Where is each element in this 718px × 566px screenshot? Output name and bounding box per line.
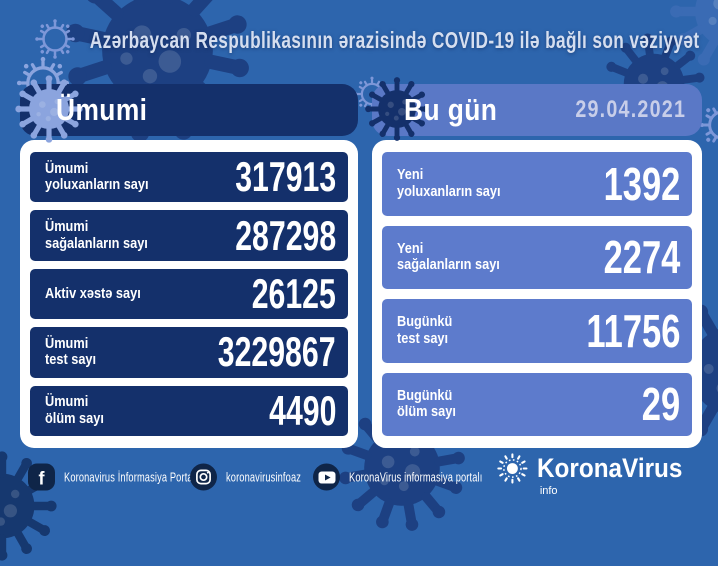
- stat-row-today-tests: Bugünkü test sayı 11756: [382, 299, 692, 363]
- koronavirus-sun-icon: [497, 453, 528, 484]
- stat-label-line2: yoluxanların sayı: [45, 177, 149, 194]
- stat-label-line1: Ümumi: [45, 160, 89, 177]
- stat-label-line2: ölüm sayı: [45, 410, 104, 427]
- stat-label-line2: test sayı: [45, 352, 97, 369]
- stat-label: Bugünkü test sayı: [397, 314, 452, 347]
- stat-label: Ümumi yoluxanların sayı: [45, 161, 149, 194]
- stat-label-line2: yoluxanların sayı: [397, 183, 501, 200]
- stat-label-line2: ölüm sayı: [397, 404, 456, 421]
- stat-row-total-recovered: Ümumi sağalanların sayı 287298: [30, 210, 348, 261]
- stat-label-line1: Bugünkü: [397, 387, 453, 404]
- stat-label-line2: test sayı: [397, 330, 449, 347]
- brand-name: KoronaVirus: [536, 453, 683, 483]
- stat-label: Bugünkü ölüm sayı: [397, 388, 456, 421]
- stat-value: 1392: [603, 157, 680, 210]
- virus-outline-icon: [34, 18, 76, 60]
- stat-label-line1: Yeni: [397, 167, 424, 184]
- panel-today-stats: Yeni yoluxanların sayı 1392 Yeni sağalan…: [372, 140, 702, 448]
- stat-value: 287298: [235, 211, 336, 259]
- panel-total-header: Ümumi: [20, 84, 358, 136]
- panel-total-stats: Ümumi yoluxanların sayı 317913 Ümumi sağ…: [20, 140, 358, 448]
- stat-label-line1: Ümumi: [45, 219, 89, 236]
- footer-brand: KoronaVirus info: [497, 453, 718, 501]
- stat-label: Yeni yoluxanların sayı: [397, 167, 501, 200]
- stat-row-new-recovered: Yeni sağalanların sayı 2274: [382, 225, 692, 289]
- panel-today-header: Bu gün 29.04.2021: [372, 84, 702, 136]
- stat-row-total-tests: Ümumi test sayı 3229867: [30, 327, 348, 378]
- facebook-glyph: f: [38, 468, 45, 488]
- stat-label-line1: Bugünkü: [397, 314, 453, 331]
- page-title: Azərbaycan Respublikasının ərazisində CO…: [89, 27, 700, 53]
- youtube-icon: [313, 463, 340, 491]
- panel-total-title: Ümumi: [56, 92, 148, 127]
- stat-value: 11756: [585, 304, 680, 357]
- panel-total: Ümumi Ümumi yoluxanların sayı 317913 Ümu…: [20, 84, 358, 448]
- instagram-label: koronavirusinfoaz: [226, 470, 302, 484]
- stat-label: Ümumi ölüm sayı: [45, 394, 104, 427]
- stat-label-line1: Aktiv xəstə sayı: [45, 285, 141, 302]
- stat-row-total-deaths: Ümumi ölüm sayı 4490: [30, 385, 348, 437]
- stat-label: Ümumi test sayı: [45, 336, 96, 369]
- panel-today: Bu gün 29.04.2021 Yeni yoluxanların sayı…: [372, 84, 702, 448]
- stat-value: 26125: [251, 270, 336, 318]
- stat-value: 4490: [268, 386, 336, 434]
- stat-row-active-cases: Aktiv xəstə sayı 26125: [30, 268, 348, 320]
- stat-label-line2: sağalanların sayı: [45, 235, 148, 252]
- stat-row-total-infected: Ümumi yoluxanların sayı 317913: [30, 152, 348, 203]
- footer-instagram: koronavirusinfoaz: [190, 463, 327, 491]
- youtube-label: KoronaVirus informasiya portalı: [349, 470, 483, 484]
- instagram-icon: [190, 463, 217, 491]
- panel-today-title: Bu gün: [404, 92, 498, 127]
- stat-label: Yeni sağalanların sayı: [397, 241, 500, 274]
- stat-label-line1: Ümumi: [45, 394, 89, 411]
- stat-label-line2: sağalanların sayı: [397, 257, 500, 274]
- stat-value: 317913: [235, 153, 336, 201]
- stat-label-line1: Ümumi: [45, 335, 89, 352]
- facebook-label: Koronavirus İnformasiya Portalı: [64, 470, 198, 484]
- stat-value: 2274: [603, 231, 680, 284]
- stat-value: 3229867: [218, 328, 336, 376]
- facebook-icon: f: [28, 463, 55, 491]
- stat-label: Ümumi sağalanların sayı: [45, 219, 148, 252]
- report-date: 29.04.2021: [575, 96, 686, 123]
- stat-row-today-deaths: Bugünkü ölüm sayı 29: [382, 372, 692, 436]
- stat-label: Aktiv xəstə sayı: [45, 286, 141, 303]
- brand-suffix: info: [539, 485, 558, 497]
- footer: f Koronavirus İnformasiya Portalı korona…: [0, 453, 718, 501]
- stat-row-new-infected: Yeni yoluxanların sayı 1392: [382, 152, 692, 216]
- stat-value: 29: [641, 378, 680, 431]
- stat-label-line1: Yeni: [397, 240, 424, 257]
